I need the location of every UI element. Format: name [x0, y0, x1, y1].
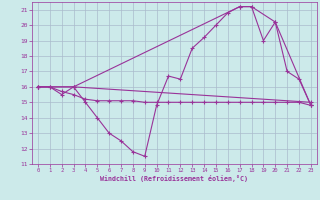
X-axis label: Windchill (Refroidissement éolien,°C): Windchill (Refroidissement éolien,°C): [100, 175, 248, 182]
